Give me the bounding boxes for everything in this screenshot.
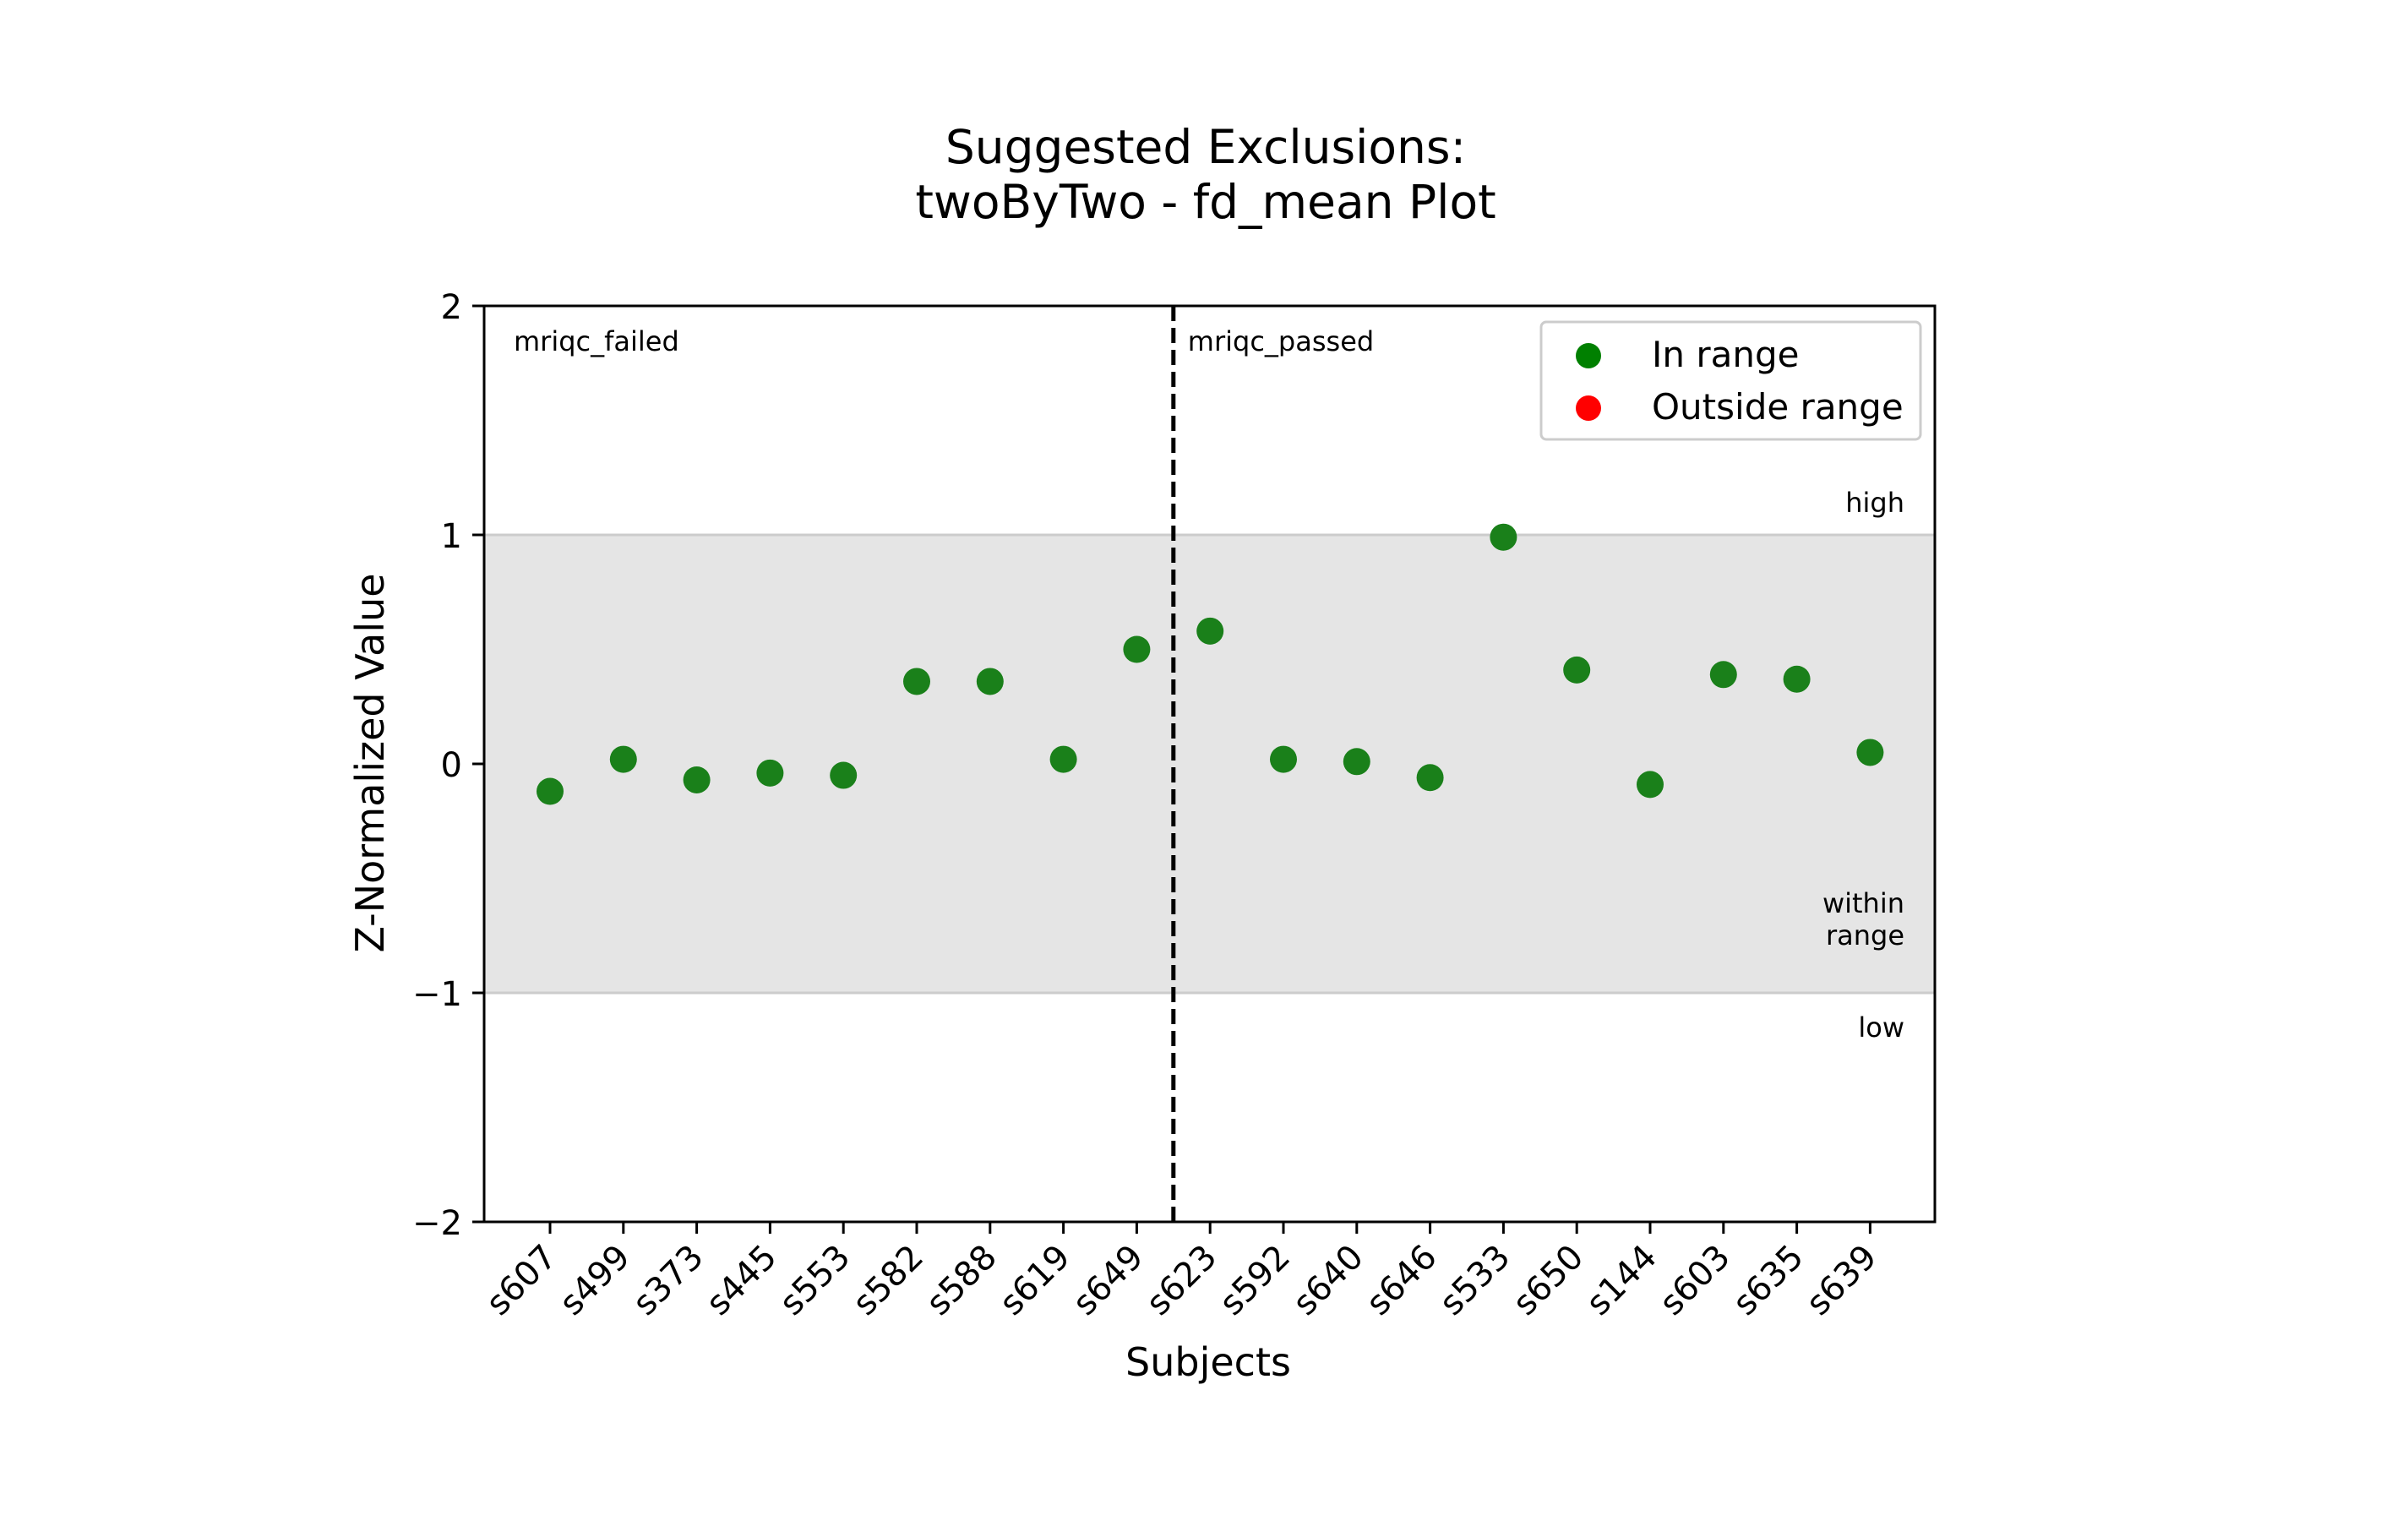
legend-label-outside-range: Outside range bbox=[1652, 386, 1904, 428]
x-tick-label: s588 bbox=[919, 1238, 1005, 1323]
legend-box bbox=[1539, 320, 1922, 441]
x-tick-label: s603 bbox=[1653, 1238, 1738, 1323]
data-point bbox=[1196, 617, 1224, 645]
data-point bbox=[1490, 523, 1517, 551]
data-point bbox=[1270, 745, 1297, 773]
data-point bbox=[1563, 656, 1591, 684]
x-tick-label: s582 bbox=[846, 1238, 931, 1323]
within-range-band bbox=[484, 535, 1935, 993]
data-points bbox=[537, 523, 1884, 805]
data-point bbox=[1709, 661, 1737, 689]
x-tick-label: s445 bbox=[699, 1238, 784, 1323]
y-tick-label: 1 bbox=[441, 517, 462, 556]
x-axis-label: Subjects bbox=[1125, 1339, 1291, 1385]
y-tick-label: −1 bbox=[412, 975, 462, 1014]
band-label-high: high bbox=[1845, 487, 1904, 519]
legend-marker-outside-range bbox=[1576, 395, 1601, 421]
group-label-mriqc-failed: mriqc_failed bbox=[514, 325, 679, 357]
data-point bbox=[1416, 764, 1444, 792]
legend-label-in-range: In range bbox=[1652, 334, 1799, 375]
chart-title-line2: twoByTwo - fd_mean Plot bbox=[915, 175, 1495, 229]
band-label-low: low bbox=[1858, 1011, 1904, 1044]
chart-title-line1: Suggested Exclusions: bbox=[945, 120, 1466, 174]
data-point bbox=[830, 761, 858, 789]
x-tick-label: s592 bbox=[1212, 1238, 1298, 1323]
x-tick-label: s619 bbox=[992, 1238, 1077, 1323]
x-tick-label: s373 bbox=[625, 1238, 711, 1323]
data-point bbox=[1856, 739, 1884, 766]
x-tick-label: s144 bbox=[1579, 1238, 1664, 1323]
y-axis-label: Z-Normalized Value bbox=[347, 573, 393, 952]
y-tick-label: 2 bbox=[441, 288, 462, 327]
x-tick-label: s607 bbox=[479, 1238, 564, 1323]
x-tick-label: s649 bbox=[1065, 1238, 1151, 1323]
y-tick-label: 0 bbox=[441, 746, 462, 785]
x-tick-label: s533 bbox=[1432, 1238, 1517, 1323]
x-tick-label: s635 bbox=[1725, 1238, 1811, 1323]
data-point bbox=[976, 668, 1004, 695]
x-tick-label: s646 bbox=[1359, 1238, 1444, 1323]
x-tick-label: s553 bbox=[772, 1238, 858, 1323]
data-point bbox=[756, 759, 784, 787]
group-label-mriqc-passed: mriqc_passed bbox=[1188, 325, 1374, 357]
x-tick-label: s623 bbox=[1139, 1238, 1224, 1323]
data-point bbox=[1783, 665, 1811, 693]
x-tick-label: s499 bbox=[553, 1238, 638, 1323]
y-tick-label: −2 bbox=[412, 1204, 462, 1243]
band-label-within: within bbox=[1822, 887, 1904, 919]
data-point bbox=[609, 745, 637, 773]
data-point bbox=[1343, 748, 1370, 776]
data-point bbox=[537, 777, 564, 805]
legend-marker-in-range bbox=[1576, 343, 1601, 368]
x-tick-label: s650 bbox=[1506, 1238, 1591, 1323]
data-point bbox=[1123, 635, 1151, 663]
data-point bbox=[683, 766, 711, 793]
y-axis-ticks: 2 1 0 −1 −2 bbox=[412, 288, 484, 1243]
x-tick-label: s639 bbox=[1799, 1238, 1884, 1323]
x-axis-ticks: s607s499s373s445s553s582s588s619s649s623… bbox=[479, 1222, 1884, 1323]
data-point bbox=[1049, 745, 1077, 773]
band-label-range: range bbox=[1826, 919, 1904, 951]
legend: In range Outside range bbox=[1539, 320, 1922, 441]
data-point bbox=[903, 668, 930, 695]
x-tick-label: s640 bbox=[1286, 1238, 1371, 1323]
data-point bbox=[1637, 771, 1664, 799]
